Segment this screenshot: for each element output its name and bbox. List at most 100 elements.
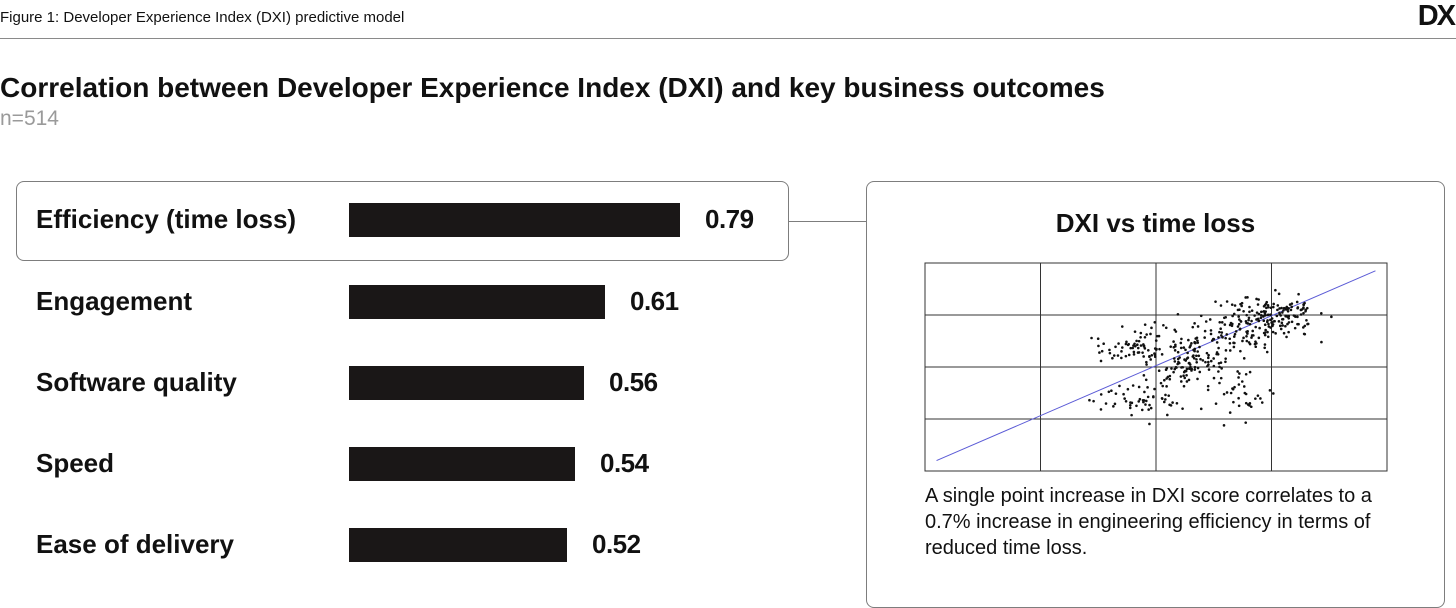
scatter-point (1182, 384, 1186, 388)
scatter-point (1268, 389, 1272, 392)
scatter-point (1120, 356, 1123, 360)
scatter-point (1228, 323, 1232, 327)
scatter-point (1178, 356, 1181, 359)
scatter-point (1090, 336, 1093, 340)
scatter-point (1215, 341, 1219, 344)
scatter-point (1149, 406, 1153, 410)
scatter-point (1284, 314, 1287, 318)
scatter-point (1174, 343, 1177, 347)
scatter-point (1257, 312, 1261, 316)
scatter-point (1196, 377, 1199, 381)
scatter-point (1256, 317, 1260, 321)
scatter-point (1155, 334, 1159, 338)
scatter-point (1260, 310, 1263, 314)
scatter-point (1149, 358, 1152, 361)
scatter-point (1245, 334, 1248, 338)
scatter-point (1270, 317, 1274, 320)
scatter-point (1277, 320, 1281, 323)
scatter-point (1092, 399, 1095, 403)
scatter-point (1302, 303, 1305, 306)
scatter-point (1225, 391, 1229, 394)
scatter-point (1266, 319, 1269, 322)
scatter-point (1233, 385, 1236, 389)
scatter-point (1153, 320, 1157, 324)
scatter-point (1148, 355, 1151, 358)
scatter-point (1169, 404, 1173, 407)
scatter-point (1088, 398, 1091, 402)
bar-value-label: 0.54 (600, 448, 649, 478)
scatter-point (1220, 321, 1224, 324)
scatter-point (1097, 344, 1100, 348)
scatter-point (1137, 339, 1141, 343)
scatter-point (1212, 364, 1216, 368)
scatter-point (1188, 345, 1192, 349)
scatter-point (1179, 341, 1183, 345)
scatter-point (1237, 383, 1241, 386)
scatter-point (1224, 315, 1227, 319)
scatter-point (1206, 388, 1210, 392)
scatter-point (1290, 320, 1294, 324)
scatter-point (1266, 313, 1269, 317)
scatter-point (1108, 351, 1112, 355)
scatter-point (1114, 392, 1118, 395)
scatter-point (1113, 402, 1117, 406)
scatter-point (1286, 322, 1289, 326)
scatter-point (1128, 406, 1132, 410)
bar-value-label: 0.52 (592, 529, 641, 559)
scatter-point (1192, 354, 1195, 357)
scatter-point (1107, 390, 1111, 394)
scatter-point (1209, 332, 1213, 336)
scatter-point (1182, 374, 1185, 378)
scatter-point (1125, 340, 1128, 344)
bar (349, 447, 575, 481)
scatter-point (1248, 322, 1252, 326)
scatter-point (1143, 335, 1147, 339)
scatter-point (1175, 402, 1179, 405)
scatter-point (1272, 392, 1275, 395)
scatter-point (1229, 391, 1233, 395)
scatter-point (1141, 351, 1144, 354)
bar-row: Speed 0.54 (0, 445, 840, 485)
scatter-point (1299, 313, 1303, 316)
scatter-point (1217, 361, 1221, 365)
scatter-point (1228, 349, 1232, 352)
scatter-point (1217, 370, 1220, 373)
scatter-point (1172, 340, 1175, 343)
scatter-point (1254, 340, 1257, 343)
scatter-point (1297, 292, 1300, 296)
scatter-point (1219, 376, 1223, 380)
scatter-point (1279, 314, 1283, 317)
scatter-point (1137, 351, 1141, 354)
scatter-point (1209, 359, 1213, 363)
highlighted-row-box (16, 181, 789, 261)
bar-label: Efficiency (time loss) (36, 204, 297, 234)
scatter-point (1185, 380, 1189, 383)
scatter-point (1220, 331, 1224, 334)
scatter-point (1248, 370, 1252, 374)
scatter-point (1296, 315, 1299, 319)
bar-row: Software quality 0.56 (0, 364, 840, 404)
scatter-point (1281, 311, 1284, 314)
scatter-point (1134, 344, 1137, 348)
scatter-point (1330, 315, 1333, 319)
scatter-point (1224, 349, 1228, 352)
scatter-point (1264, 328, 1267, 332)
scatter-point (1228, 337, 1232, 341)
scatter-point (1232, 335, 1236, 338)
scatter-point (1286, 307, 1290, 311)
scatter-point (1262, 319, 1266, 323)
connector-line (789, 221, 867, 222)
scatter-point (1254, 345, 1258, 349)
scatter-point (1212, 357, 1215, 360)
scatter-point (1284, 324, 1287, 328)
scatter-point (1124, 399, 1128, 403)
bar-row: Engagement 0.61 (0, 283, 840, 323)
scatter-point (1264, 302, 1268, 306)
scatter-point (1320, 311, 1323, 315)
scatter-point (1256, 303, 1260, 306)
scatter-point (1259, 316, 1263, 320)
dx-logo: DX (1417, 0, 1456, 32)
scatter-point (1263, 323, 1267, 327)
scatter-point (1099, 408, 1103, 411)
bar (349, 203, 680, 237)
